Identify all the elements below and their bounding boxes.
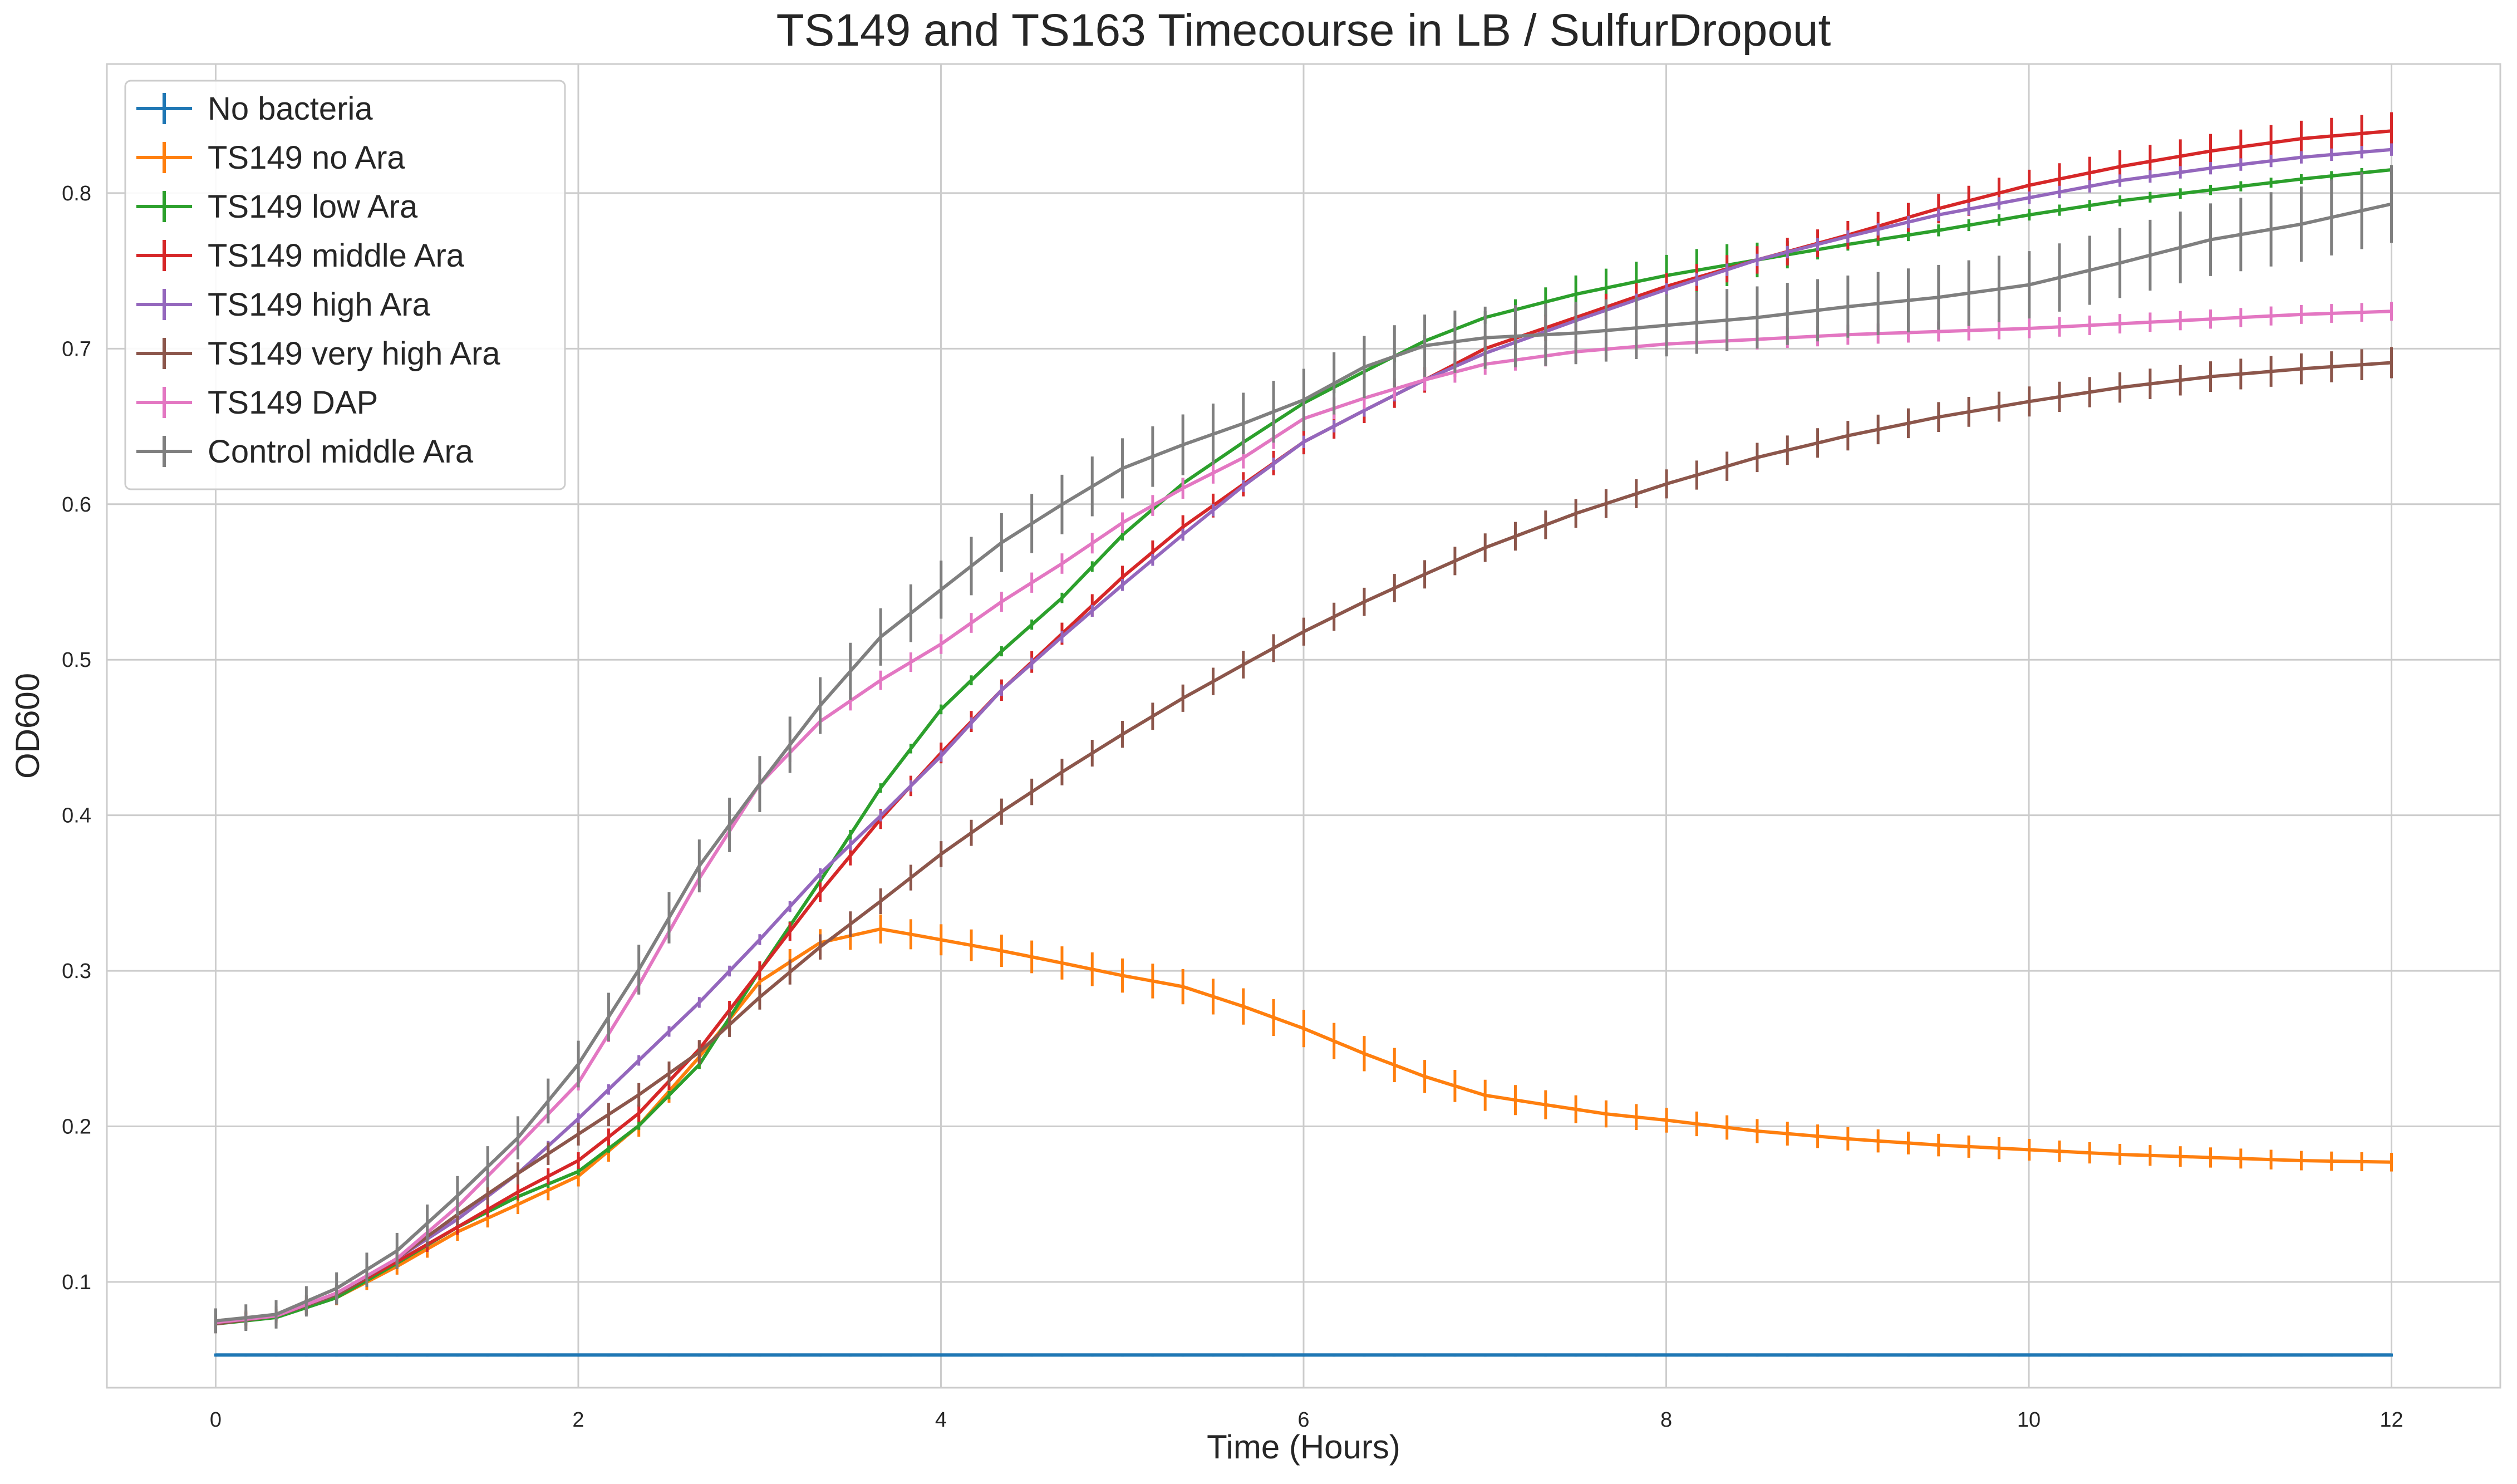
legend-item: TS149 low Ara [136,189,418,225]
series-lines [214,112,2393,1357]
legend-item: TS149 middle Ara [136,238,465,274]
series-line [215,202,2392,1323]
legend-label: TS149 middle Ara [208,238,465,274]
series-line [215,148,2392,1324]
legend-label: TS149 very high Ara [208,336,500,372]
x-axis-label: Time (Hours) [1207,1428,1400,1466]
y-tick-label: 0.7 [62,337,91,361]
legend-box [124,80,566,490]
legend-item: No bacteria [136,91,373,127]
series-control-middle-ara [214,165,2393,1334]
y-tick-label: 0.1 [62,1271,91,1294]
series-ts149-very-high-ara [214,347,2393,1334]
y-axis-ticks: 0.1 0.2 0.3 0.4 0.5 0.6 0.7 0.8 [62,182,91,1294]
chart-title: TS149 and TS163 Timecourse in LB / Sulfu… [776,5,1831,56]
series-line [215,361,2392,1326]
legend-item: TS149 high Ara [136,287,431,323]
x-tick-label: 8 [1660,1408,1672,1432]
legend-item: TS149 very high Ara [136,336,500,372]
legend-label: TS149 high Ara [208,287,431,323]
y-axis-label: OD600 [9,673,46,779]
x-tick-label: 2 [572,1408,584,1432]
legend-label: TS149 low Ara [208,189,418,225]
series-ts149-no-ara [214,914,2393,1328]
y-tick-label: 0.6 [62,493,91,517]
legend-label: No bacteria [208,91,373,127]
x-tick-label: 0 [210,1408,222,1432]
y-tick-label: 0.8 [62,182,91,205]
series-line [215,927,2392,1323]
x-tick-label: 4 [935,1408,947,1432]
y-tick-label: 0.4 [62,804,91,828]
legend: No bacteria TS149 no Ara TS149 low Ara TS14… [124,80,566,490]
y-tick-label: 0.3 [62,960,91,983]
legend-label: TS149 DAP [208,385,378,421]
legend-label: TS149 no Ara [208,140,405,176]
x-axis-ticks: 0 2 4 6 8 10 12 [210,1408,2403,1432]
x-tick-label: 12 [2380,1408,2403,1432]
legend-item: TS149 no Ara [136,140,405,176]
series-no-bacteria [214,1353,2393,1357]
legend-label: Control middle Ara [208,434,474,470]
x-tick-label: 6 [1297,1408,1309,1432]
x-tick-label: 10 [2017,1408,2041,1432]
legend-item: TS149 DAP [136,385,378,421]
y-tick-label: 0.5 [62,648,91,672]
y-tick-label: 0.2 [62,1116,91,1139]
legend-item: Control middle Ara [136,434,474,470]
